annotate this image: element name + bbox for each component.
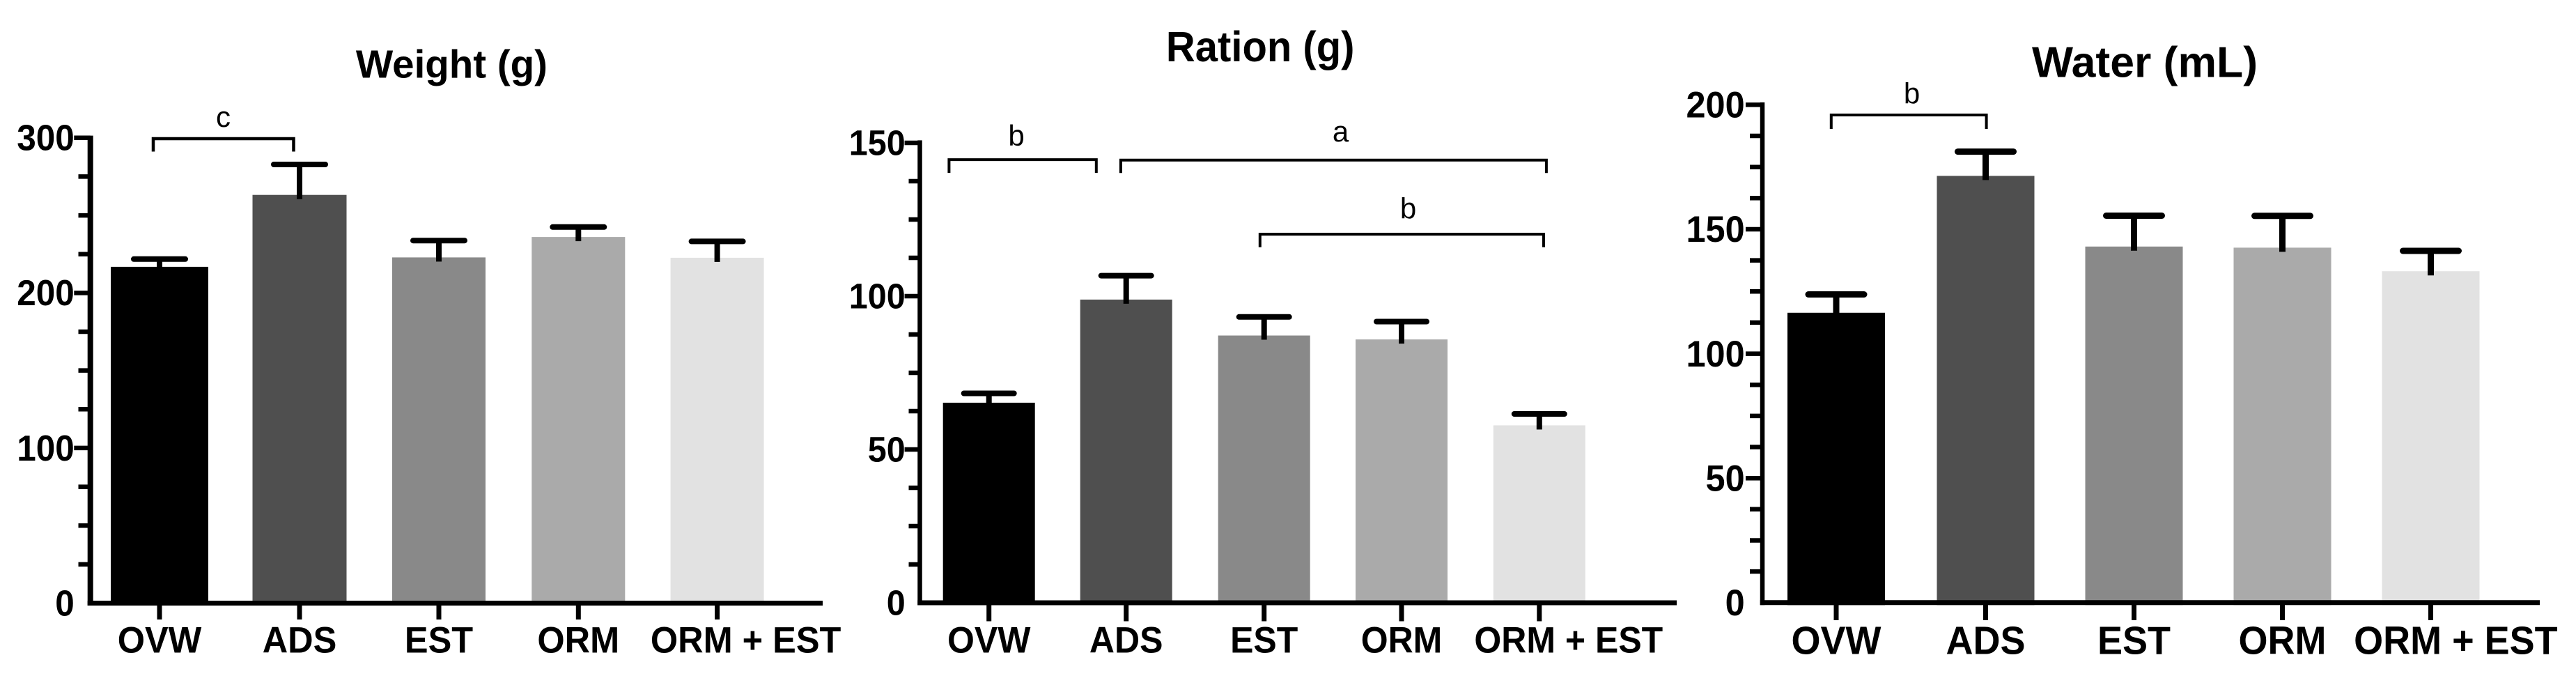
svg-text:300: 300 (17, 118, 75, 158)
svg-text:200: 200 (1686, 84, 1744, 125)
svg-text:ORM: ORM (1361, 619, 1443, 660)
svg-text:EST: EST (405, 619, 474, 660)
svg-text:100: 100 (1686, 333, 1744, 374)
svg-text:Water (mL): Water (mL) (2032, 38, 2258, 87)
svg-text:50: 50 (868, 429, 906, 469)
svg-text:b: b (1904, 77, 1920, 110)
svg-text:b: b (1400, 192, 1416, 224)
svg-text:100: 100 (849, 276, 906, 316)
svg-text:150: 150 (849, 123, 906, 162)
svg-text:50: 50 (1706, 457, 1745, 498)
svg-text:OVW: OVW (118, 619, 202, 660)
svg-text:ORM + EST: ORM + EST (651, 619, 841, 660)
svg-text:ADS: ADS (1089, 619, 1163, 660)
svg-text:Ration (g): Ration (g) (1166, 22, 1355, 70)
svg-text:ORM + EST: ORM + EST (1474, 619, 1663, 660)
svg-text:c: c (216, 100, 231, 133)
svg-text:0: 0 (887, 583, 906, 622)
svg-text:ORM + EST: ORM + EST (2354, 618, 2558, 662)
svg-text:a: a (1333, 115, 1349, 148)
svg-text:ADS: ADS (263, 619, 337, 660)
svg-text:0: 0 (1725, 582, 1745, 623)
svg-text:EST: EST (1230, 619, 1298, 660)
svg-text:ORM: ORM (537, 619, 619, 660)
svg-text:150: 150 (1686, 208, 1744, 249)
svg-text:200: 200 (17, 272, 75, 313)
svg-text:ORM: ORM (2239, 618, 2327, 662)
svg-text:ADS: ADS (1946, 618, 2025, 662)
svg-text:EST: EST (2097, 618, 2171, 662)
svg-text:0: 0 (55, 583, 75, 623)
svg-text:b: b (1008, 119, 1024, 152)
svg-text:100: 100 (17, 428, 75, 468)
svg-text:Weight (g): Weight (g) (356, 42, 548, 86)
svg-text:OVW: OVW (947, 619, 1031, 660)
svg-text:OVW: OVW (1792, 618, 1882, 662)
